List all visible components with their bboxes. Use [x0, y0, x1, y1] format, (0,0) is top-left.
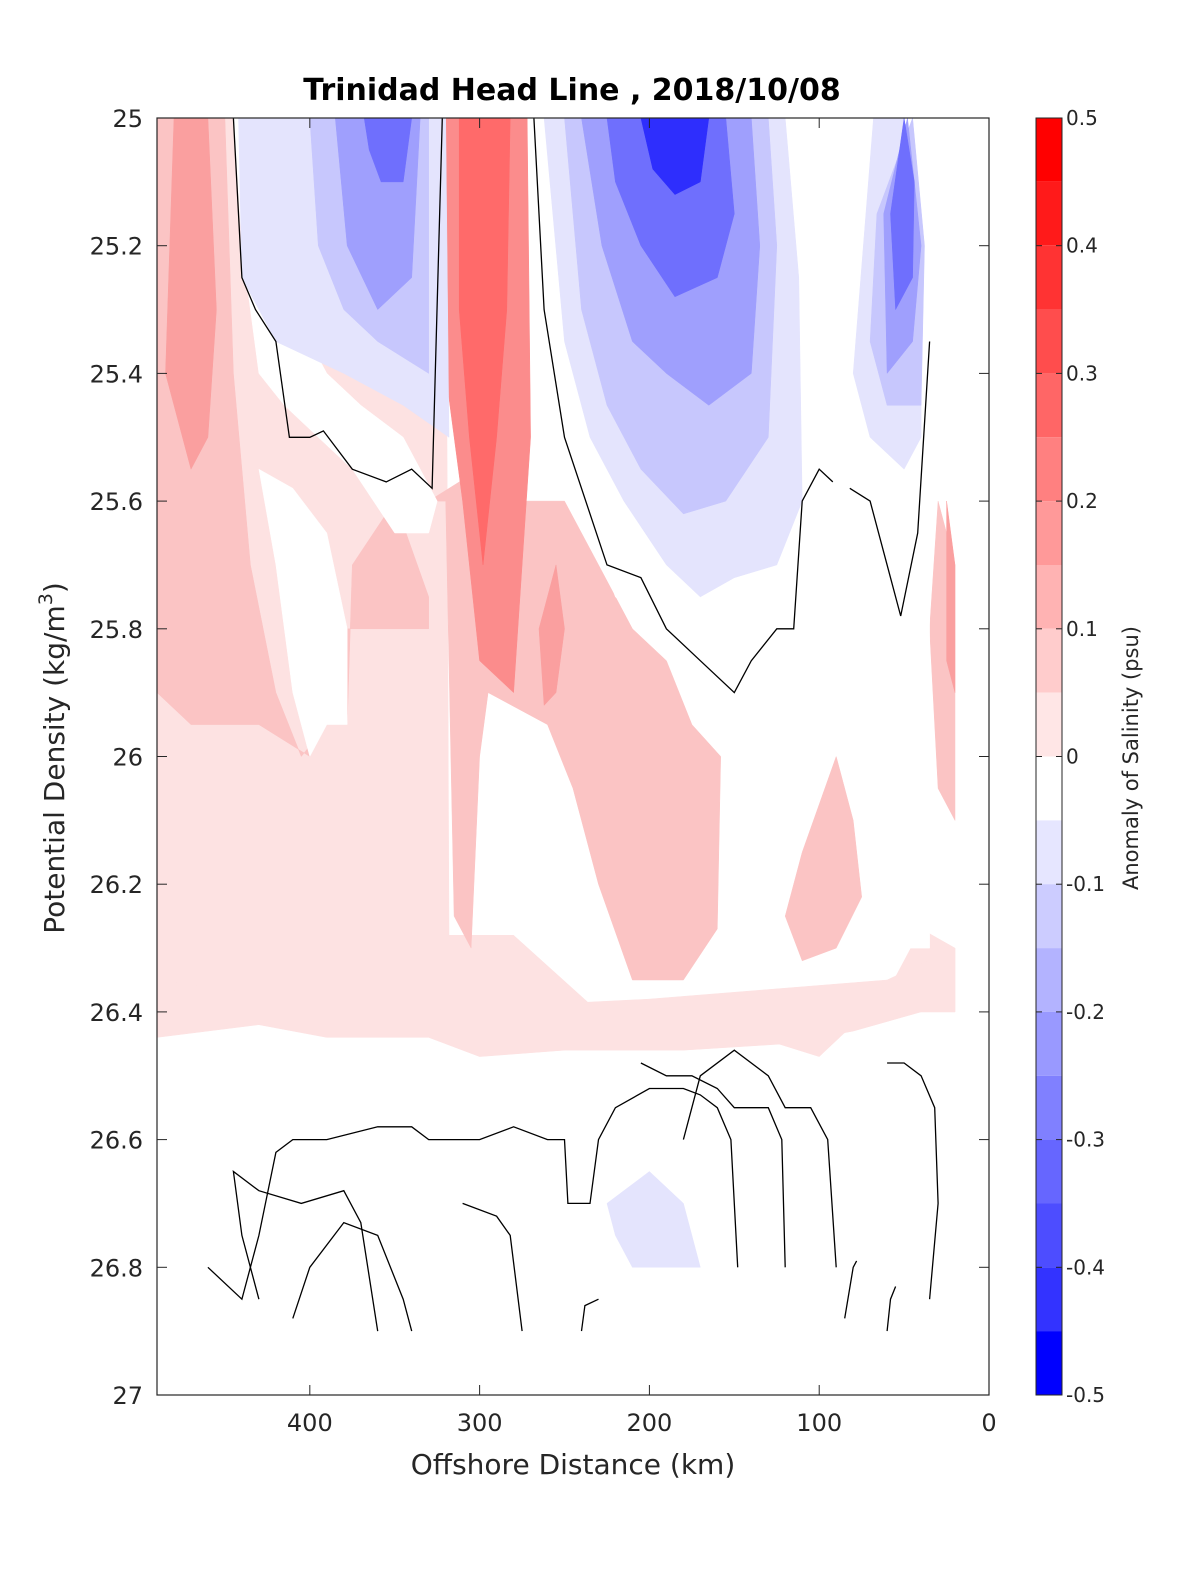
colorbar-label: Anomaly of Salinity (psu)	[1119, 626, 1143, 890]
x-tick-label: 0	[981, 1409, 996, 1437]
x-tick-label: 300	[457, 1409, 503, 1437]
contour-region-25	[363, 118, 412, 183]
zero-contour-lines	[207, 118, 939, 1332]
colorbar-level-10	[1036, 756, 1062, 821]
y-tick-label: 26.8	[90, 1254, 143, 1282]
y-tick-label: 26.6	[90, 1127, 143, 1155]
contour-fills	[157, 118, 956, 1268]
colorbar-level-18	[1036, 1267, 1062, 1332]
chart-title: Trinidad Head Line , 2018/10/08	[303, 73, 840, 108]
contour-region-1	[157, 947, 956, 1057]
colorbar-levels	[1036, 118, 1062, 1395]
colorbar-level-4	[1036, 373, 1062, 438]
zero-contour-line-4	[232, 1170, 379, 1332]
contour-region-12	[258, 468, 348, 758]
x-tick-label: 100	[796, 1409, 842, 1437]
colorbar-tick-label: 0	[1066, 745, 1079, 769]
zero-contour-line-12	[886, 1286, 897, 1332]
plot-area	[156, 117, 990, 1396]
zero-contour-line-7	[580, 1298, 599, 1332]
contour-region-8	[946, 501, 956, 693]
colorbar-level-19	[1036, 1331, 1062, 1395]
colorbar-tick-label: -0.3	[1066, 1128, 1105, 1152]
y-tick-label: 25.4	[90, 360, 143, 388]
colorbar-level-17	[1036, 1203, 1062, 1268]
colorbar: 0.5 0.4 0.3 0.2 0.1 0 -0.1 -0.2 -0.3 -0.4 -0.5	[1035, 106, 1105, 1407]
colorbar-level-13	[1036, 948, 1062, 1012]
y-tick-label: 27	[112, 1382, 143, 1410]
colorbar-frame	[1035, 117, 1063, 1396]
contour-region-10	[458, 118, 511, 565]
zero-contour-line-1	[533, 118, 834, 694]
y-tick-label: 25.2	[90, 233, 143, 261]
colorbar-level-11	[1036, 820, 1062, 885]
zero-contour-line-2	[849, 341, 931, 617]
colorbar-tick-label: -0.2	[1066, 1000, 1105, 1024]
colorbar-level-14	[1036, 1011, 1062, 1076]
colorbar-level-6	[1036, 501, 1062, 565]
contour-region-4	[784, 755, 862, 962]
y-axis-label-close: )	[38, 582, 71, 593]
zero-contour-line-5	[292, 1221, 413, 1332]
colorbar-tick-label: 0.2	[1066, 489, 1098, 513]
zero-contour-line-10	[682, 1049, 837, 1268]
y-axis-label-main: Potential Density (kg/m	[38, 605, 71, 934]
y-tick-label: 26.2	[90, 871, 143, 899]
colorbar-level-1	[1036, 181, 1062, 246]
colorbar-ticks: 0.5 0.4 0.3 0.2 0.1 0 -0.1 -0.2 -0.3 -0.4 -0.5	[1036, 106, 1105, 1407]
colorbar-level-2	[1036, 245, 1062, 310]
x-tick-label: 400	[287, 1409, 333, 1437]
colorbar-level-8	[1036, 628, 1062, 693]
colorbar-tick-label: -0.4	[1066, 1255, 1105, 1279]
colorbar-tick-label: -0.1	[1066, 872, 1105, 896]
colorbar-tick-label: -0.5	[1066, 1383, 1105, 1407]
colorbar-level-0	[1036, 118, 1062, 182]
colorbar-level-9	[1036, 692, 1062, 757]
colorbar-level-7	[1036, 565, 1062, 629]
x-axis: 400 300 200 100 0	[287, 118, 997, 1437]
contour-region-7	[538, 564, 565, 706]
zero-contour-line-3	[207, 1087, 739, 1301]
contour-region-28	[640, 118, 710, 195]
y-tick-label: 25	[112, 105, 143, 133]
contour-region-13	[533, 118, 930, 949]
y-axis-label-superscript: 3	[35, 593, 57, 605]
x-axis-label: Offshore Distance (km)	[411, 1448, 736, 1481]
colorbar-level-12	[1036, 884, 1062, 949]
zero-contour-line-6	[462, 1202, 523, 1332]
contour-region-27	[890, 118, 915, 311]
zero-contour-line-8	[640, 1062, 786, 1268]
colorbar-level-15	[1036, 1075, 1062, 1140]
zero-contour-line-9	[887, 1062, 939, 1300]
y-tick-label: 25.8	[90, 616, 143, 644]
y-tick-label: 26	[112, 744, 143, 772]
colorbar-level-3	[1036, 309, 1062, 374]
contour-region-18	[606, 1171, 701, 1268]
colorbar-tick-label: 0.3	[1066, 361, 1098, 385]
y-tick-label: 25.6	[90, 488, 143, 516]
contour-region-2	[157, 118, 429, 757]
zero-contour-line-11	[844, 1260, 858, 1319]
colorbar-tick-label: 0.5	[1066, 106, 1098, 130]
colorbar-level-5	[1036, 437, 1062, 502]
y-axis: 25 25.2 25.4 25.6 25.8 26 26.2 26.4 26.6 26.8 27	[90, 105, 989, 1410]
zero-contour-line-0	[232, 118, 443, 490]
y-axis-label: Potential Density (kg/m3)	[35, 582, 71, 934]
colorbar-level-16	[1036, 1139, 1062, 1204]
y-tick-label: 26.4	[90, 999, 143, 1027]
x-tick-label: 200	[627, 1409, 673, 1437]
colorbar-tick-label: 0.1	[1066, 617, 1098, 641]
colorbar-tick-label: 0.4	[1066, 234, 1098, 258]
